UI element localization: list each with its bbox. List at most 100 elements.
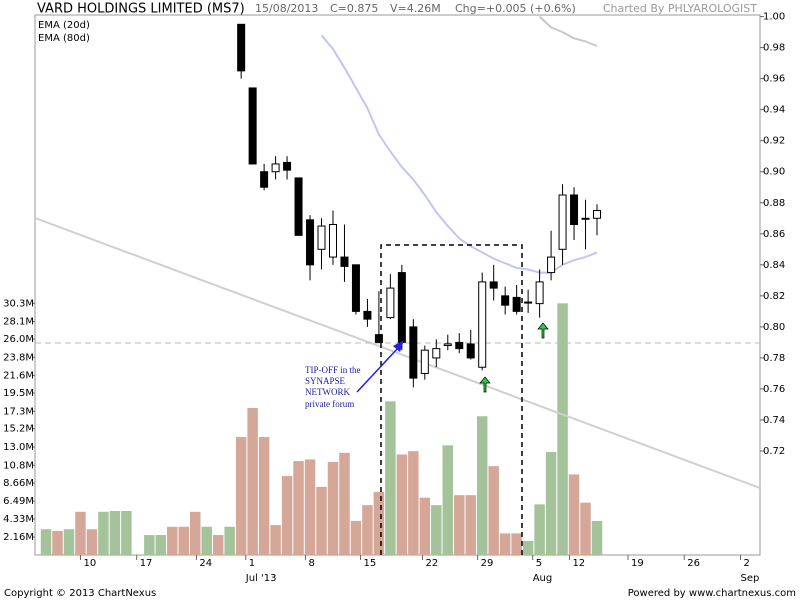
volume-bar	[212, 535, 224, 555]
volume-bar	[63, 529, 75, 555]
volume-bar	[235, 437, 247, 555]
header-date: 15/08/2013	[255, 2, 318, 15]
vol-tick-label: 10.8M	[3, 460, 34, 471]
y-tick-label: 0.92	[763, 136, 785, 147]
x-tick-sublabel: Jul '13	[245, 573, 277, 584]
candle-body	[237, 23, 246, 72]
volume-bar	[190, 511, 201, 555]
volume-bar	[396, 454, 408, 555]
x-tick-label: 12	[572, 558, 585, 569]
up-arrow	[537, 322, 549, 339]
vol-tick-label: 21.6M	[3, 371, 34, 382]
candle-body	[328, 223, 337, 258]
vol-tick-label: 30.3M	[3, 298, 34, 309]
x-tick-label: 19	[631, 558, 644, 569]
candle-body	[443, 343, 452, 347]
volume-bar	[258, 437, 270, 555]
x-tick-sublabel: Sep	[740, 573, 759, 584]
chart-title: VARD HOLDINGS LIMITED (MS7)	[37, 2, 245, 17]
volume-bar	[442, 445, 454, 555]
volume-bar	[270, 525, 281, 555]
volume-bar	[304, 459, 316, 555]
candle-body	[248, 87, 257, 165]
y-tick-label: 0.96	[763, 74, 785, 85]
x-tick-label: 29	[481, 558, 494, 569]
volume-bar	[545, 451, 557, 555]
candle-body	[570, 194, 579, 225]
volume-bar	[201, 526, 212, 555]
vol-tick-label: 4.33M	[3, 514, 34, 525]
volume-bar	[144, 535, 155, 555]
candle-body	[351, 264, 360, 312]
candle-body	[306, 219, 315, 266]
header-change: Chg=+0.005 (+0.6%)	[455, 2, 576, 15]
powered-by: Powered by www.chartnexus.com	[628, 588, 796, 599]
trend-line	[34, 217, 761, 489]
vol-tick-label: 15.2M	[3, 424, 34, 435]
y-tick-label: 0.80	[763, 322, 785, 333]
candle-body	[547, 256, 556, 274]
highlight-box	[380, 244, 523, 555]
volume-bar	[293, 461, 304, 555]
candle-body	[489, 281, 498, 289]
candle-body	[535, 281, 544, 305]
candle-body	[478, 281, 487, 368]
y-tick-label: 0.90	[763, 167, 785, 178]
volume-bar	[98, 511, 109, 555]
candle-body	[501, 295, 510, 306]
vol-tick-label: 19.5M	[3, 388, 34, 399]
annotation-arrow	[356, 347, 399, 393]
volume-bar	[408, 451, 419, 555]
legend-entry: EMA (20d)	[38, 20, 90, 31]
x-tick-label: 1	[249, 558, 255, 569]
volume-bar	[580, 502, 591, 555]
candle-body	[374, 334, 383, 343]
vol-tick-label: 28.1M	[3, 317, 34, 328]
ema-line	[538, 15, 598, 47]
volume-bar	[281, 476, 293, 555]
volume-bar	[316, 486, 327, 555]
volume-bar	[431, 505, 442, 555]
volume-bar	[40, 529, 52, 555]
volume-bar	[499, 533, 511, 555]
volume-bar	[534, 504, 545, 555]
price-layer	[237, 15, 602, 388]
y-tick-label: 0.94	[763, 105, 785, 116]
candle-body	[593, 210, 602, 219]
y-tick-label: 0.78	[763, 353, 785, 364]
volume-bar	[327, 461, 339, 555]
volume-bar	[178, 526, 190, 555]
volume-bar	[454, 495, 465, 555]
annotation-text: SYNAPSE	[305, 376, 346, 386]
x-tick-sublabel: Aug	[533, 573, 553, 584]
candle-body	[363, 310, 372, 320]
volume-bar	[224, 526, 235, 555]
volume-bar	[350, 520, 362, 555]
volume-bar	[362, 505, 373, 555]
vol-tick-label: 13.0M	[3, 442, 34, 453]
y-tick-label: 0.72	[763, 446, 785, 457]
volume-bar	[385, 401, 396, 555]
candle-body	[397, 272, 406, 343]
x-tick-label: 22	[426, 558, 439, 569]
x-tick-label: 2	[743, 558, 749, 569]
header-volume: V=4.26M	[390, 2, 441, 15]
volume-bar	[339, 452, 350, 555]
candle-body	[409, 326, 418, 379]
candle-body	[420, 349, 429, 374]
candle-body	[455, 341, 464, 350]
volume-bar	[465, 495, 476, 555]
volume-bar	[52, 530, 63, 555]
volume-bar	[167, 526, 178, 555]
volume-bar	[121, 510, 132, 555]
candle-body	[581, 217, 590, 220]
volume-bar	[86, 529, 98, 555]
vol-tick-label: 26.0M	[3, 334, 34, 345]
x-tick-label: 17	[140, 558, 153, 569]
annotation-arrowhead	[393, 340, 404, 352]
x-tick-label: 24	[199, 558, 212, 569]
volume-bar	[155, 535, 167, 555]
candle-body	[512, 296, 521, 312]
y-tick-label: 0.74	[763, 415, 785, 426]
